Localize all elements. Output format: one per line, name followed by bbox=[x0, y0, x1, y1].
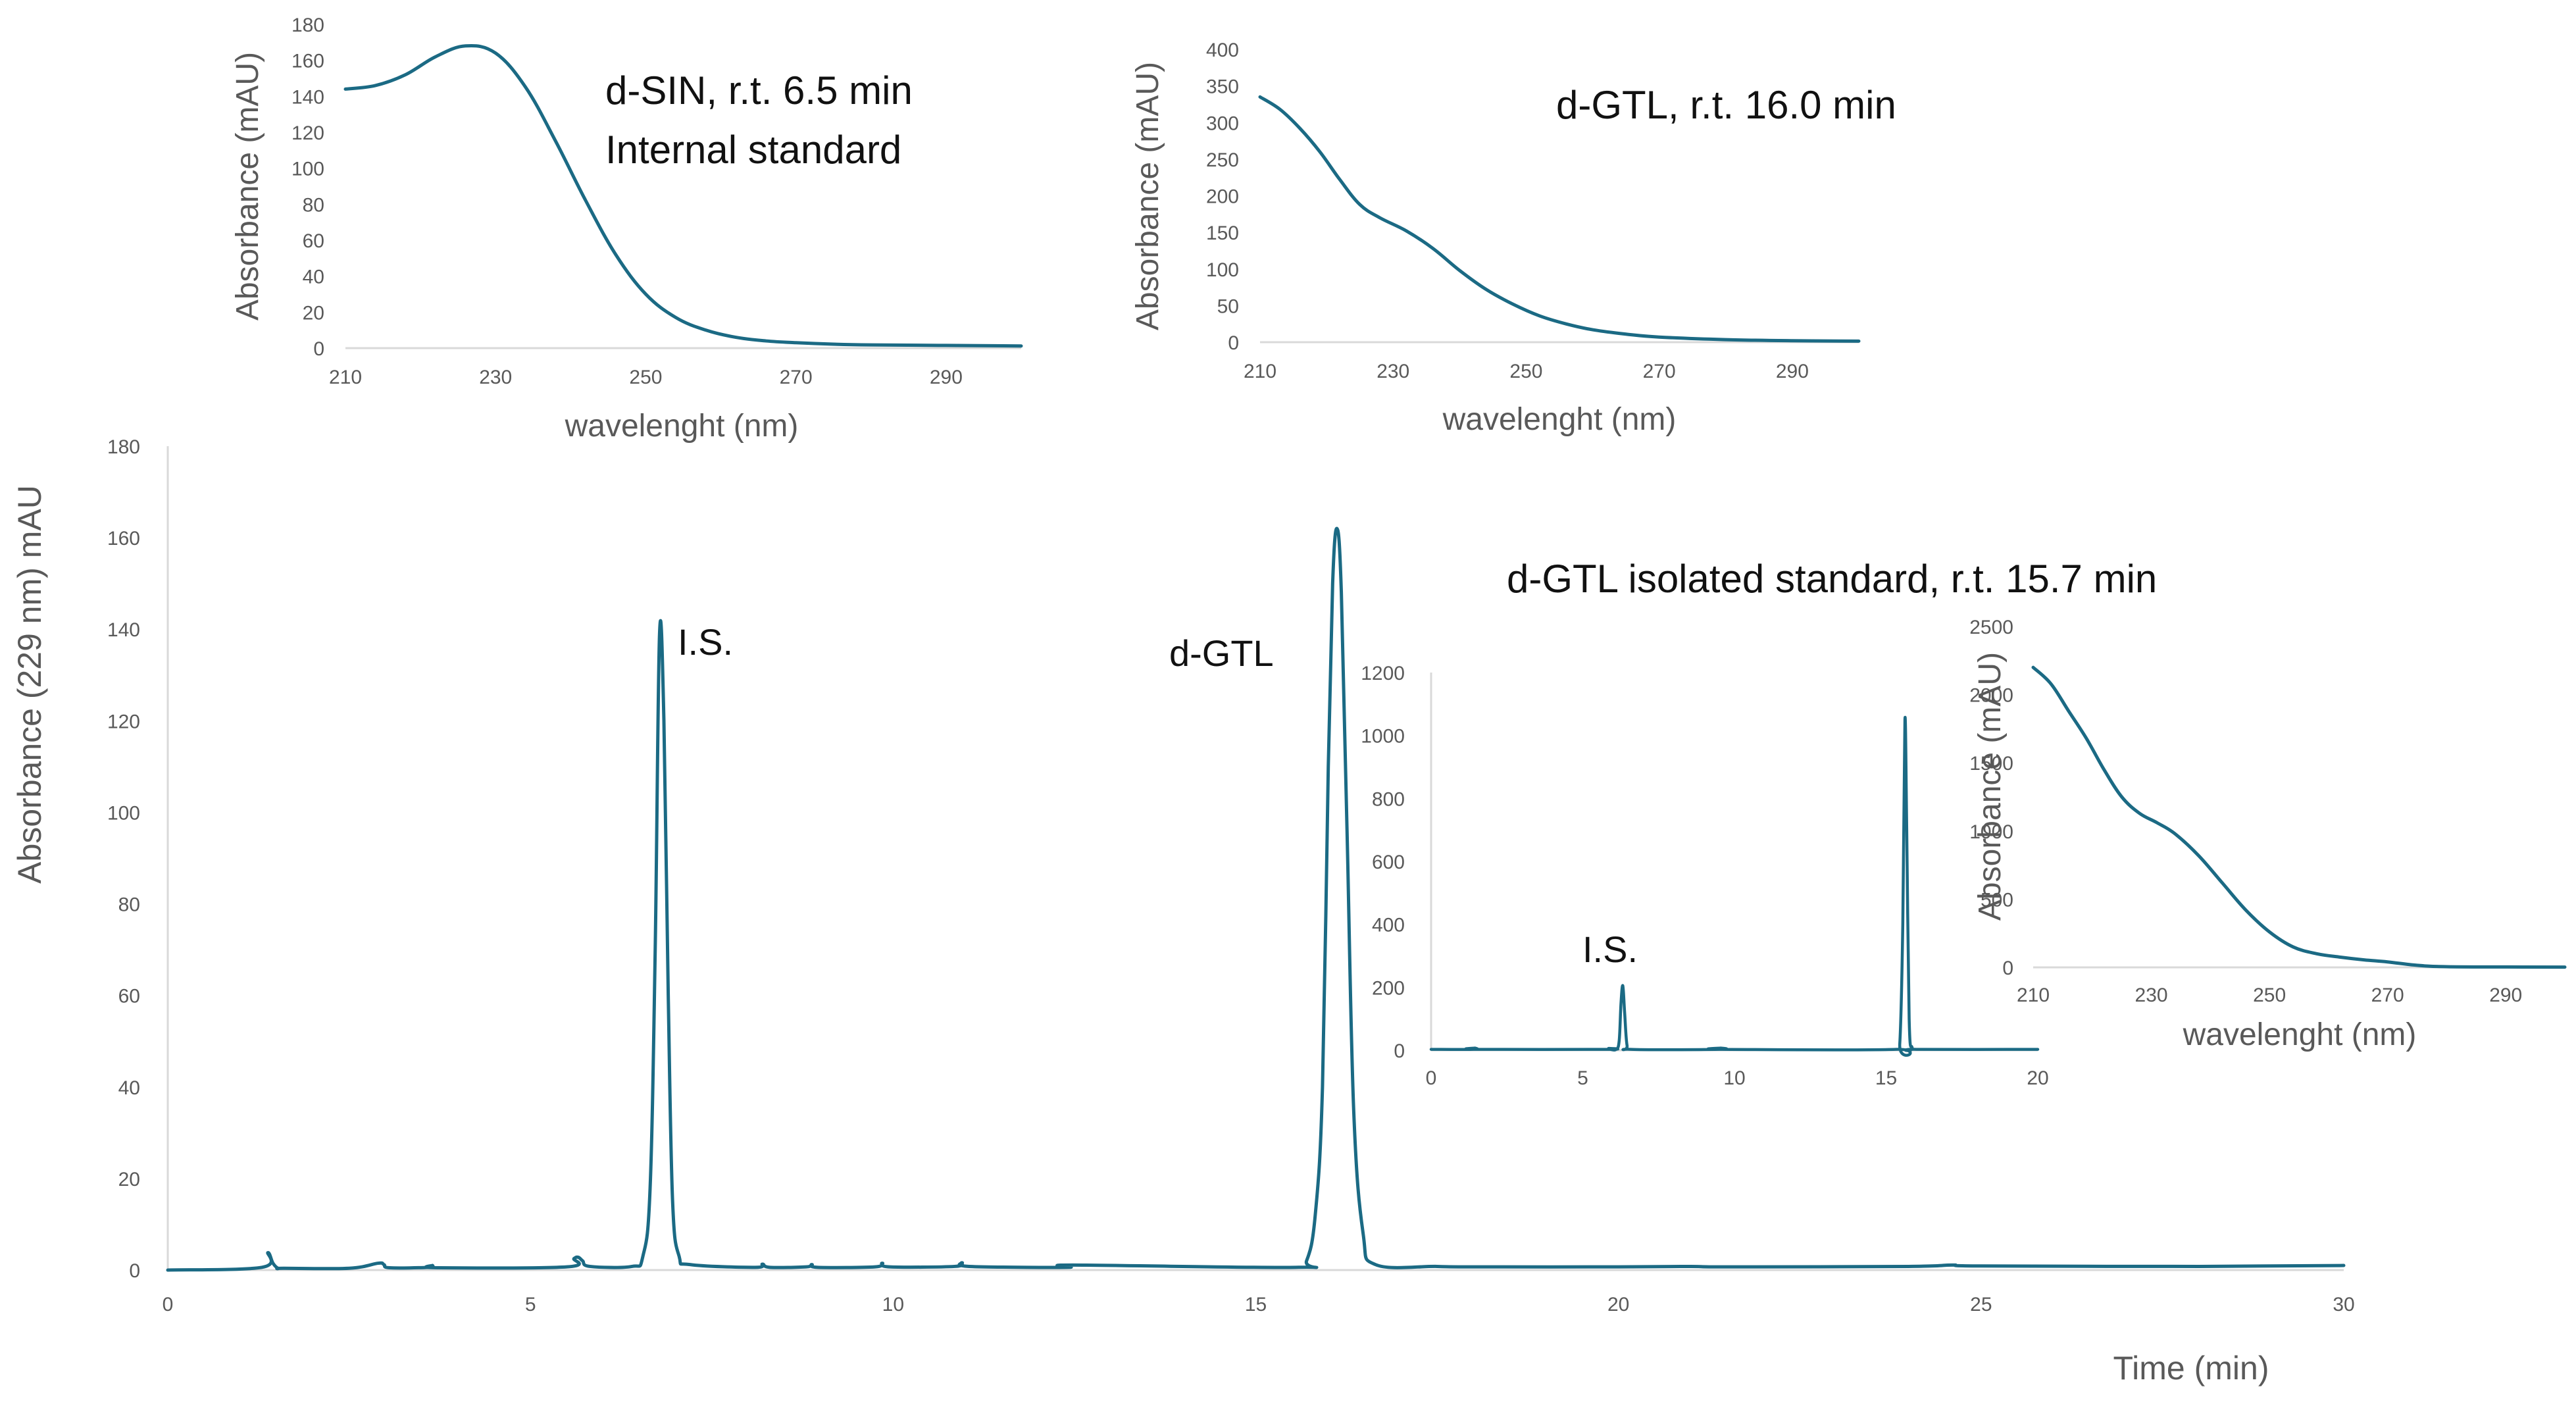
uv_gtl-x-tick-label: 250 bbox=[1509, 361, 1542, 382]
main-y-tick-label: 0 bbox=[129, 1260, 140, 1282]
d-gtl-annotation: d-GTL, r.t. 16.0 min bbox=[1556, 83, 1896, 127]
main-chromatogram-chart: 0 5 10 15 20 25 30020406080100120140160180Time… bbox=[11, 436, 2355, 1387]
main-x-tick-label: 25 bbox=[1970, 1294, 1992, 1315]
d-sin-annotation-line-2: Internal standard bbox=[605, 128, 901, 172]
uv_gtl-y-tick-label: 0 bbox=[1228, 332, 1239, 354]
uv_gtl-x-tick-label: 230 bbox=[1376, 361, 1409, 382]
uv_gtl_isolated-y-tick-label: 0 bbox=[2002, 957, 2013, 979]
uv_gtl-series-line bbox=[1258, 95, 1861, 343]
uv_gtl_isolated-y-tick-label: 500 bbox=[1981, 889, 2013, 911]
peak-label-is: I.S. bbox=[678, 621, 733, 663]
inset_chrom-y-tick-label: 600 bbox=[1372, 852, 1405, 873]
isolated-d-gtl-uv-spectrum-chart: 210 230 250 270 290 0 500 1000 1500 2000 2500 wavel… bbox=[1969, 617, 2567, 1052]
inset_chrom-y-tick-label: 1000 bbox=[1361, 726, 1405, 748]
inset_chrom-x-tick-label: 5 bbox=[1577, 1067, 1588, 1089]
main-x-axis-title: Time (min) bbox=[2113, 1350, 2269, 1387]
main-y-tick-label: 160 bbox=[107, 528, 140, 549]
inset_chrom-x-tick-label: 0 bbox=[1426, 1067, 1437, 1089]
uv_sin-x-tick-label: 290 bbox=[930, 367, 963, 388]
uv_gtl_isolated-y-tick-label: 1000 bbox=[1969, 821, 2013, 843]
uv_sin-y-tick-label: 120 bbox=[291, 122, 324, 144]
uv_gtl_isolated-x-axis-title: wavelenght (nm) bbox=[2183, 1017, 2417, 1052]
uv_gtl-y-tick-label: 50 bbox=[1217, 295, 1239, 317]
uv_gtl_isolated-x-tick-label: 270 bbox=[2371, 984, 2404, 1006]
main-x-tick-label: 30 bbox=[2333, 1294, 2354, 1315]
inset_chrom-y-tick-label: 200 bbox=[1372, 977, 1405, 999]
main-y-tick-label: 120 bbox=[107, 711, 140, 732]
uv_sin-y-tick-label: 100 bbox=[291, 159, 324, 180]
main-y-tick-label: 140 bbox=[107, 619, 140, 641]
uv_gtl-x-tick-label: 270 bbox=[1643, 361, 1676, 382]
main-y-tick-label: 80 bbox=[118, 894, 140, 916]
uv_gtl-x-tick-label: 210 bbox=[1244, 361, 1276, 382]
inset_chrom-y-tick-label: 800 bbox=[1372, 788, 1405, 810]
main-y-tick-label: 40 bbox=[118, 1077, 140, 1099]
isolated-standard-annotation: d-GTL isolated standard, r.t. 15.7 min bbox=[1507, 557, 2157, 601]
main-y-tick-label: 60 bbox=[118, 986, 140, 1008]
main-x-tick-label: 20 bbox=[1607, 1294, 1629, 1315]
uv_sin-x-tick-label: 210 bbox=[329, 367, 362, 388]
main-x-tick-label: 10 bbox=[882, 1294, 904, 1315]
uv_gtl-y-tick-label: 100 bbox=[1206, 259, 1239, 281]
peak-label-d-gtl: d-GTL bbox=[1169, 632, 1274, 674]
main-series-line bbox=[166, 526, 2346, 1272]
main-x-tick-label: 15 bbox=[1245, 1294, 1267, 1315]
uv_gtl-x-tick-label: 290 bbox=[1776, 361, 1809, 382]
main-y-axis-title: Absorbance (229 nm) mAU bbox=[11, 485, 48, 884]
uv_gtl-y-tick-label: 400 bbox=[1206, 39, 1239, 61]
inset_chrom-y-tick-label: 0 bbox=[1394, 1040, 1405, 1062]
inset_chrom-series-line bbox=[1429, 716, 2040, 1057]
uv_sin-x-tick-label: 230 bbox=[479, 367, 512, 388]
uv_gtl_isolated-x-tick-label: 250 bbox=[2253, 984, 2286, 1006]
uv_sin-y-tick-label: 0 bbox=[313, 338, 324, 360]
inset_chrom-x-tick-label: 15 bbox=[1875, 1067, 1897, 1089]
uv_gtl_isolated-y-tick-label: 2000 bbox=[1969, 685, 2013, 707]
inset_chrom-y-tick-label: 400 bbox=[1372, 915, 1405, 936]
uv_gtl-y-tick-label: 200 bbox=[1206, 186, 1239, 208]
main-y-tick-label: 180 bbox=[107, 436, 140, 458]
uv_gtl_isolated-y-axis-title: Absorbance (mAU) bbox=[1973, 652, 2008, 921]
inset_chrom-x-tick-label: 20 bbox=[2027, 1067, 2048, 1089]
main-x-tick-label: 5 bbox=[525, 1294, 536, 1315]
inset_chrom-y-tick-label: 1200 bbox=[1361, 663, 1405, 684]
uv_gtl-y-axis-title: Absorbance (mAU) bbox=[1130, 62, 1165, 330]
uv_sin-y-tick-label: 40 bbox=[303, 267, 324, 288]
d-sin-uv-spectrum-chart: 210 230 250 270 290 0 20 40 60 80 100 120 140 160 180 w… bbox=[230, 14, 1023, 444]
uv_gtl_isolated-x-tick-label: 210 bbox=[2017, 984, 2050, 1006]
uv_sin-y-axis-title: Absorbance (mAU) bbox=[230, 52, 265, 320]
inset_chrom-x-tick-label: 10 bbox=[1723, 1067, 1745, 1089]
uv_sin-x-tick-label: 270 bbox=[780, 367, 813, 388]
uv_gtl-y-tick-label: 300 bbox=[1206, 113, 1239, 134]
uv_gtl_isolated-x-tick-label: 230 bbox=[2135, 984, 2168, 1006]
uv_sin-y-tick-label: 80 bbox=[303, 194, 324, 216]
uv_sin-x-axis-title: wavelenght (nm) bbox=[565, 409, 799, 444]
main-y-tick-label: 100 bbox=[107, 802, 140, 824]
uv_sin-y-tick-label: 180 bbox=[291, 14, 324, 36]
uv_gtl_isolated-y-tick-label: 2500 bbox=[1969, 617, 2013, 638]
main-x-tick-label: 0 bbox=[163, 1294, 174, 1315]
uv_gtl-y-tick-label: 250 bbox=[1206, 149, 1239, 171]
d-gtl-uv-spectrum-chart: 210 230 250 270 290 0 50 100 150 200 250 300 350 400 w… bbox=[1130, 39, 1861, 437]
uv_gtl-y-tick-label: 350 bbox=[1206, 76, 1239, 98]
d-sin-annotation-line-1: d-SIN, r.t. 6.5 min bbox=[605, 68, 913, 113]
uv_sin-y-tick-label: 140 bbox=[291, 86, 324, 108]
uv_gtl-x-axis-title: wavelenght (nm) bbox=[1442, 402, 1677, 437]
uv_sin-y-tick-label: 20 bbox=[303, 302, 324, 324]
uv_sin-y-tick-label: 160 bbox=[291, 51, 324, 72]
uv_sin-x-tick-label: 250 bbox=[629, 367, 662, 388]
uv_sin-series-line bbox=[343, 44, 1023, 348]
uv_gtl_isolated-y-tick-label: 1500 bbox=[1969, 753, 2013, 775]
uv_gtl_isolated-series-line bbox=[2031, 665, 2567, 969]
uv_gtl_isolated-x-tick-label: 290 bbox=[2489, 984, 2522, 1006]
inset-peak-label-is: I.S. bbox=[1582, 929, 1638, 970]
uv_gtl-y-tick-label: 150 bbox=[1206, 222, 1239, 244]
main-y-tick-label: 20 bbox=[118, 1169, 140, 1190]
uv_sin-y-tick-label: 60 bbox=[303, 230, 324, 252]
